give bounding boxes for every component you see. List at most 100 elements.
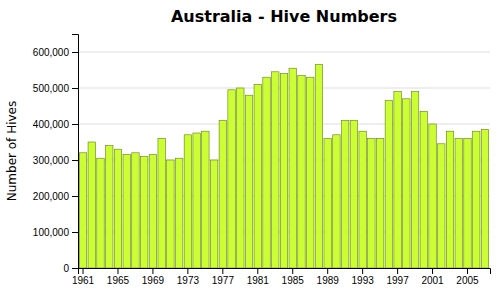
bar bbox=[411, 92, 418, 268]
y-tick: 500,000 bbox=[33, 83, 78, 94]
bar bbox=[245, 95, 252, 268]
bar bbox=[79, 153, 86, 268]
bar bbox=[193, 133, 200, 268]
bar bbox=[403, 99, 410, 268]
bar bbox=[464, 138, 471, 268]
x-tick: 1993 bbox=[352, 268, 375, 286]
tick-label: 1973 bbox=[177, 275, 200, 286]
y-tick: 200,000 bbox=[33, 191, 78, 202]
bar bbox=[210, 160, 217, 268]
x-tick: 2001 bbox=[421, 268, 444, 286]
bar bbox=[359, 131, 366, 268]
bar bbox=[219, 120, 226, 268]
bar bbox=[167, 160, 174, 268]
tick-label: 0 bbox=[63, 263, 69, 274]
y-tick: 400,000 bbox=[33, 119, 78, 130]
bar bbox=[184, 135, 191, 268]
tick-mark bbox=[72, 124, 78, 125]
bar bbox=[272, 72, 279, 268]
y-axis: 0 100,000 200,000 300,000 400,000 500,000 600,… bbox=[33, 35, 79, 274]
tick-mark bbox=[257, 268, 258, 274]
bar bbox=[289, 68, 296, 268]
axis-line bbox=[79, 269, 491, 275]
tick-mark bbox=[72, 160, 78, 161]
tick-mark bbox=[362, 268, 363, 274]
x-tick: 2005 bbox=[456, 268, 479, 286]
bar bbox=[202, 131, 209, 268]
title: Australia - Hive Numbers bbox=[171, 7, 397, 26]
tick-label: 2005 bbox=[456, 275, 479, 286]
tick-mark bbox=[72, 52, 78, 53]
tick-label: 1985 bbox=[282, 275, 305, 286]
bar bbox=[350, 120, 357, 268]
bar bbox=[368, 138, 375, 268]
tick-label: 2001 bbox=[421, 275, 444, 286]
x-tick: 1973 bbox=[177, 268, 200, 286]
tick-mark bbox=[292, 268, 293, 274]
tick-mark bbox=[72, 196, 78, 197]
bar bbox=[123, 155, 130, 268]
tick-label: 200,000 bbox=[33, 191, 70, 202]
bar bbox=[254, 84, 261, 268]
y-tick: 0 bbox=[63, 263, 78, 274]
grid-line bbox=[78, 52, 490, 53]
tick-mark bbox=[83, 268, 84, 274]
x-tick: 1985 bbox=[282, 268, 305, 286]
bar bbox=[324, 138, 331, 268]
x-axis: 1961 1965 1969 1973 1977 1981 1985 1989 1993 1997… bbox=[72, 268, 491, 286]
bar bbox=[333, 135, 340, 268]
bar bbox=[446, 131, 453, 268]
tick-label: 1997 bbox=[386, 275, 409, 286]
bar bbox=[298, 75, 305, 268]
x-tick: 1981 bbox=[247, 268, 270, 286]
tick-mark bbox=[397, 268, 398, 274]
bar bbox=[237, 88, 244, 268]
x-tick: 1977 bbox=[212, 268, 235, 286]
tick-label: 100,000 bbox=[33, 227, 70, 238]
x-tick: 1969 bbox=[142, 268, 165, 286]
tick-label: 1961 bbox=[72, 275, 95, 286]
tick-label: 1977 bbox=[212, 275, 235, 286]
bar bbox=[263, 77, 270, 268]
tick-label: 500,000 bbox=[33, 83, 70, 94]
y-tick: 300,000 bbox=[33, 155, 78, 166]
bar bbox=[280, 74, 287, 268]
bar bbox=[175, 158, 182, 268]
bar bbox=[385, 101, 392, 268]
bars bbox=[79, 65, 488, 268]
bar bbox=[438, 144, 445, 268]
bar bbox=[140, 156, 147, 268]
bar bbox=[97, 158, 104, 268]
bar bbox=[158, 138, 165, 268]
y-tick: 600,000 bbox=[33, 47, 78, 58]
tick-label: 1965 bbox=[107, 275, 130, 286]
y-axis-title: Number of Hives bbox=[5, 101, 19, 202]
x-tick: 1965 bbox=[107, 268, 130, 286]
tick-mark bbox=[432, 268, 433, 274]
bar bbox=[315, 65, 322, 268]
tick-label: 400,000 bbox=[33, 119, 70, 130]
tick-mark bbox=[327, 268, 328, 274]
bar bbox=[228, 90, 235, 268]
axis-line bbox=[72, 35, 79, 269]
x-tick: 1961 bbox=[72, 268, 95, 286]
bar bbox=[481, 129, 488, 268]
tick-mark bbox=[467, 268, 468, 274]
tick-label: 1989 bbox=[317, 275, 340, 286]
bar bbox=[429, 124, 436, 268]
x-tick: 1997 bbox=[386, 268, 409, 286]
bar bbox=[106, 146, 113, 268]
plot: 1961 1965 1969 1973 1977 1981 1985 1989 1993 1997… bbox=[33, 35, 491, 287]
x-tick: 1989 bbox=[317, 268, 340, 286]
tick-label: 1969 bbox=[142, 275, 165, 286]
tick-mark bbox=[187, 268, 188, 274]
grid bbox=[78, 52, 490, 268]
bar bbox=[473, 131, 480, 268]
bar bbox=[114, 149, 121, 268]
tick-mark bbox=[117, 268, 118, 274]
tick-mark bbox=[72, 268, 78, 269]
tick-mark bbox=[72, 232, 78, 233]
tick-label: 600,000 bbox=[33, 47, 70, 58]
tick-mark bbox=[152, 268, 153, 274]
bar bbox=[341, 120, 348, 268]
